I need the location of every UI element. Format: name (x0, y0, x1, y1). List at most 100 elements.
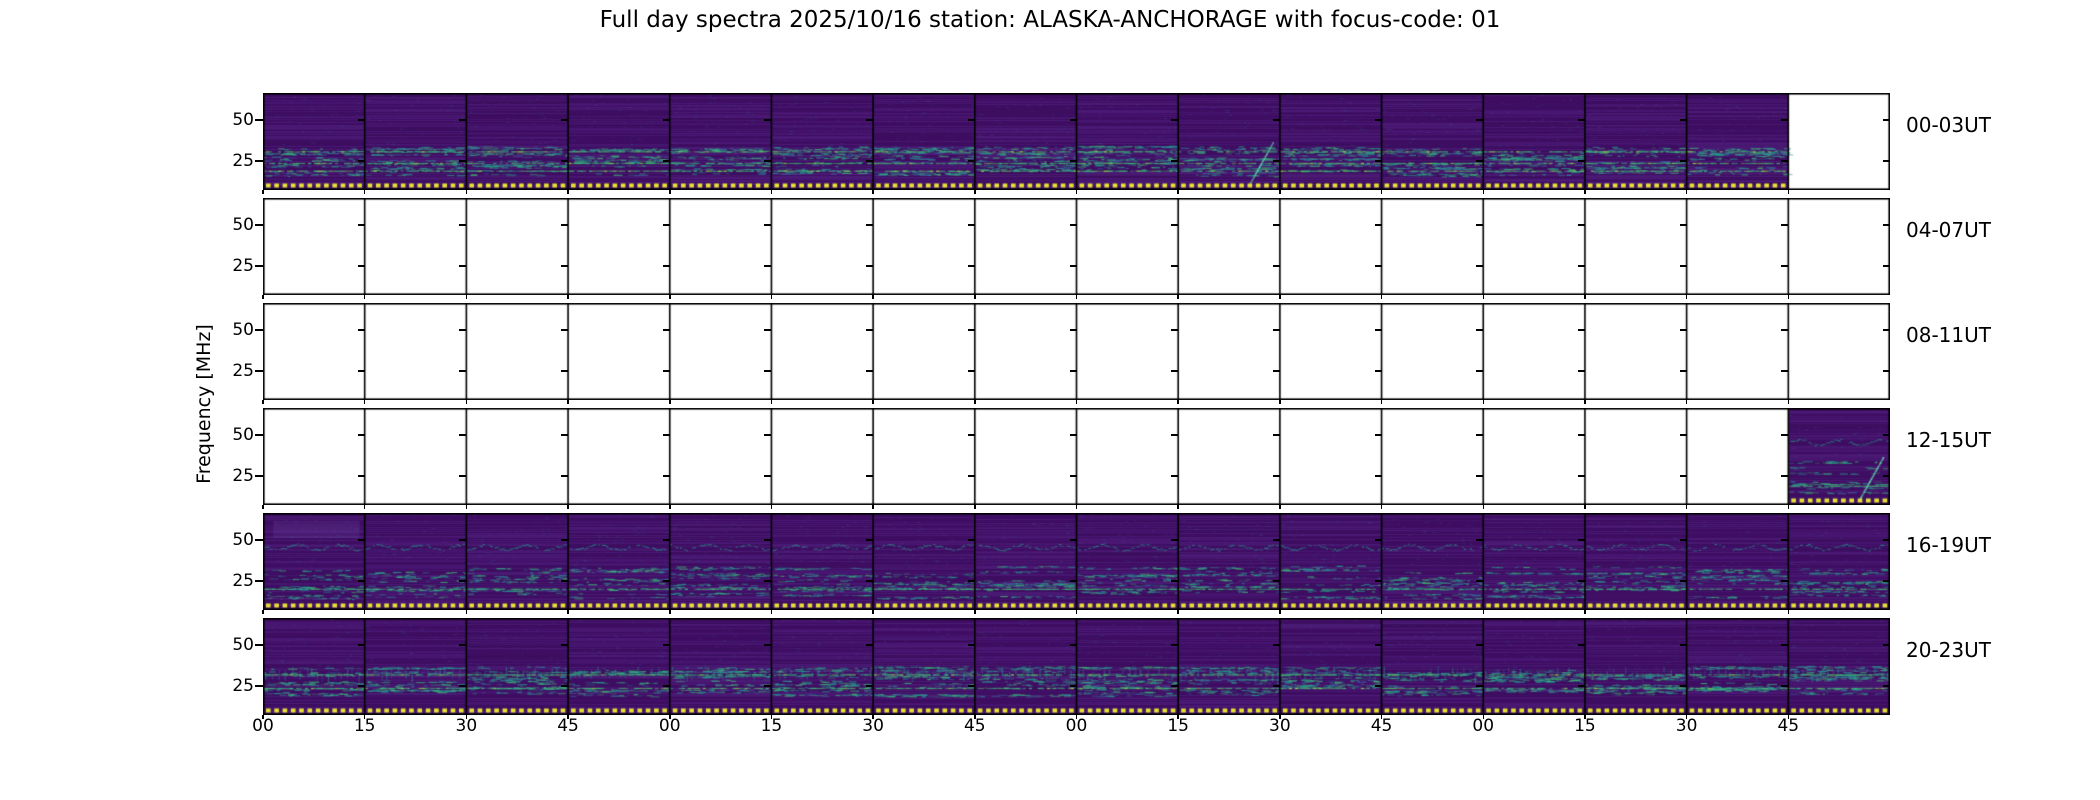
y-tick-interior (1476, 224, 1484, 226)
y-tick-label: 25 (232, 360, 254, 381)
y-tick-label: 25 (232, 570, 254, 591)
x-tick (1685, 190, 1688, 194)
y-tick-interior (357, 119, 365, 121)
y-tick-interior (561, 265, 569, 267)
y-tick-interior (1069, 685, 1077, 687)
y-tick-interior (1374, 370, 1382, 372)
y-tick-interior (1374, 119, 1382, 121)
y-tick-interior (1476, 475, 1484, 477)
x-tick (974, 190, 976, 194)
x-tick (262, 190, 264, 194)
x-tick-label: 45 (963, 716, 986, 736)
spectrogram-row-16-19UT (263, 513, 1890, 610)
y-tick-interior (1781, 224, 1789, 226)
y-tick-interior (1272, 160, 1280, 162)
x-tick (1177, 190, 1179, 194)
y-tick (255, 644, 263, 646)
x-tick (872, 295, 874, 299)
y-tick-interior (1069, 160, 1077, 162)
y-tick-interior (357, 644, 365, 646)
y-tick-interior (662, 329, 670, 331)
x-tick (262, 610, 264, 614)
y-tick-interior (1679, 160, 1687, 162)
x-tick (770, 400, 773, 404)
y-tick-interior (1679, 685, 1687, 687)
x-tick (567, 505, 569, 509)
y-tick-interior (967, 580, 975, 582)
x-tick-label: 15 (760, 716, 783, 736)
y-tick-interior (1171, 224, 1179, 226)
y-tick-interior (1374, 224, 1382, 226)
y-tick-interior (764, 160, 772, 162)
y-tick-interior (357, 160, 365, 162)
y-tick-interior (764, 224, 772, 226)
y-tick-interior (1577, 539, 1585, 541)
y-tick-interior (1781, 119, 1789, 121)
x-tick (669, 505, 671, 509)
y-tick-interior (561, 644, 569, 646)
y-tick-interior (967, 370, 975, 372)
y-tick-interior (1577, 329, 1585, 331)
row-label: 16-19UT (1906, 533, 1991, 557)
y-tick-interior (1171, 685, 1179, 687)
y-tick (255, 685, 263, 687)
y-tick-interior (1476, 370, 1484, 372)
x-tick (669, 400, 671, 404)
x-tick-label: 15 (1574, 716, 1596, 736)
y-tick-interior (1577, 580, 1585, 582)
y-tick-interior (764, 265, 772, 267)
y-tick-interior (1069, 434, 1077, 436)
x-tick (669, 295, 671, 299)
x-tick (1584, 715, 1586, 719)
x-tick (1075, 190, 1078, 194)
y-tick-interior (1171, 475, 1179, 477)
y-tick-interior (1883, 265, 1890, 267)
y-tick-interior (662, 685, 670, 687)
x-tick (1177, 295, 1179, 299)
y-tick-interior (1679, 119, 1687, 121)
y-tick-label: 25 (232, 255, 254, 276)
y-tick-interior (1679, 224, 1687, 226)
y-tick-interior (764, 475, 772, 477)
y-tick-interior (1577, 224, 1585, 226)
x-tick (363, 505, 366, 509)
y-tick-interior (866, 644, 874, 646)
y-tick (255, 329, 263, 331)
y-tick-interior (1577, 370, 1585, 372)
y-tick-interior (1679, 370, 1687, 372)
x-tick (567, 190, 569, 194)
y-tick-interior (1883, 329, 1890, 331)
x-tick (363, 715, 366, 719)
x-tick (1685, 400, 1688, 404)
y-tick-interior (459, 434, 467, 436)
x-tick (770, 295, 773, 299)
y-tick-interior (866, 119, 874, 121)
x-tick (1075, 295, 1078, 299)
x-tick (262, 400, 264, 404)
x-tick (872, 190, 874, 194)
y-tick-interior (1883, 580, 1890, 582)
y-tick-interior (1577, 119, 1585, 121)
x-tick (974, 295, 976, 299)
x-tick (465, 610, 468, 614)
x-tick-label: 30 (862, 716, 884, 736)
y-tick-interior (357, 329, 365, 331)
y-tick-interior (459, 370, 467, 372)
x-tick (1279, 400, 1281, 404)
y-tick-interior (561, 119, 569, 121)
y-tick-interior (1069, 475, 1077, 477)
y-tick-interior (1069, 119, 1077, 121)
x-tick (567, 715, 569, 719)
y-tick-interior (1577, 475, 1585, 477)
y-tick (255, 370, 263, 372)
y-tick-interior (662, 434, 670, 436)
x-tick (262, 505, 264, 509)
y-tick-interior (1476, 160, 1484, 162)
y-tick (255, 539, 263, 541)
x-tick-label: 00 (1472, 716, 1495, 736)
x-tick (1584, 295, 1586, 299)
x-tick (974, 505, 976, 509)
x-tick-label: 15 (1167, 716, 1189, 736)
y-tick-interior (1883, 224, 1890, 226)
y-tick-interior (459, 265, 467, 267)
